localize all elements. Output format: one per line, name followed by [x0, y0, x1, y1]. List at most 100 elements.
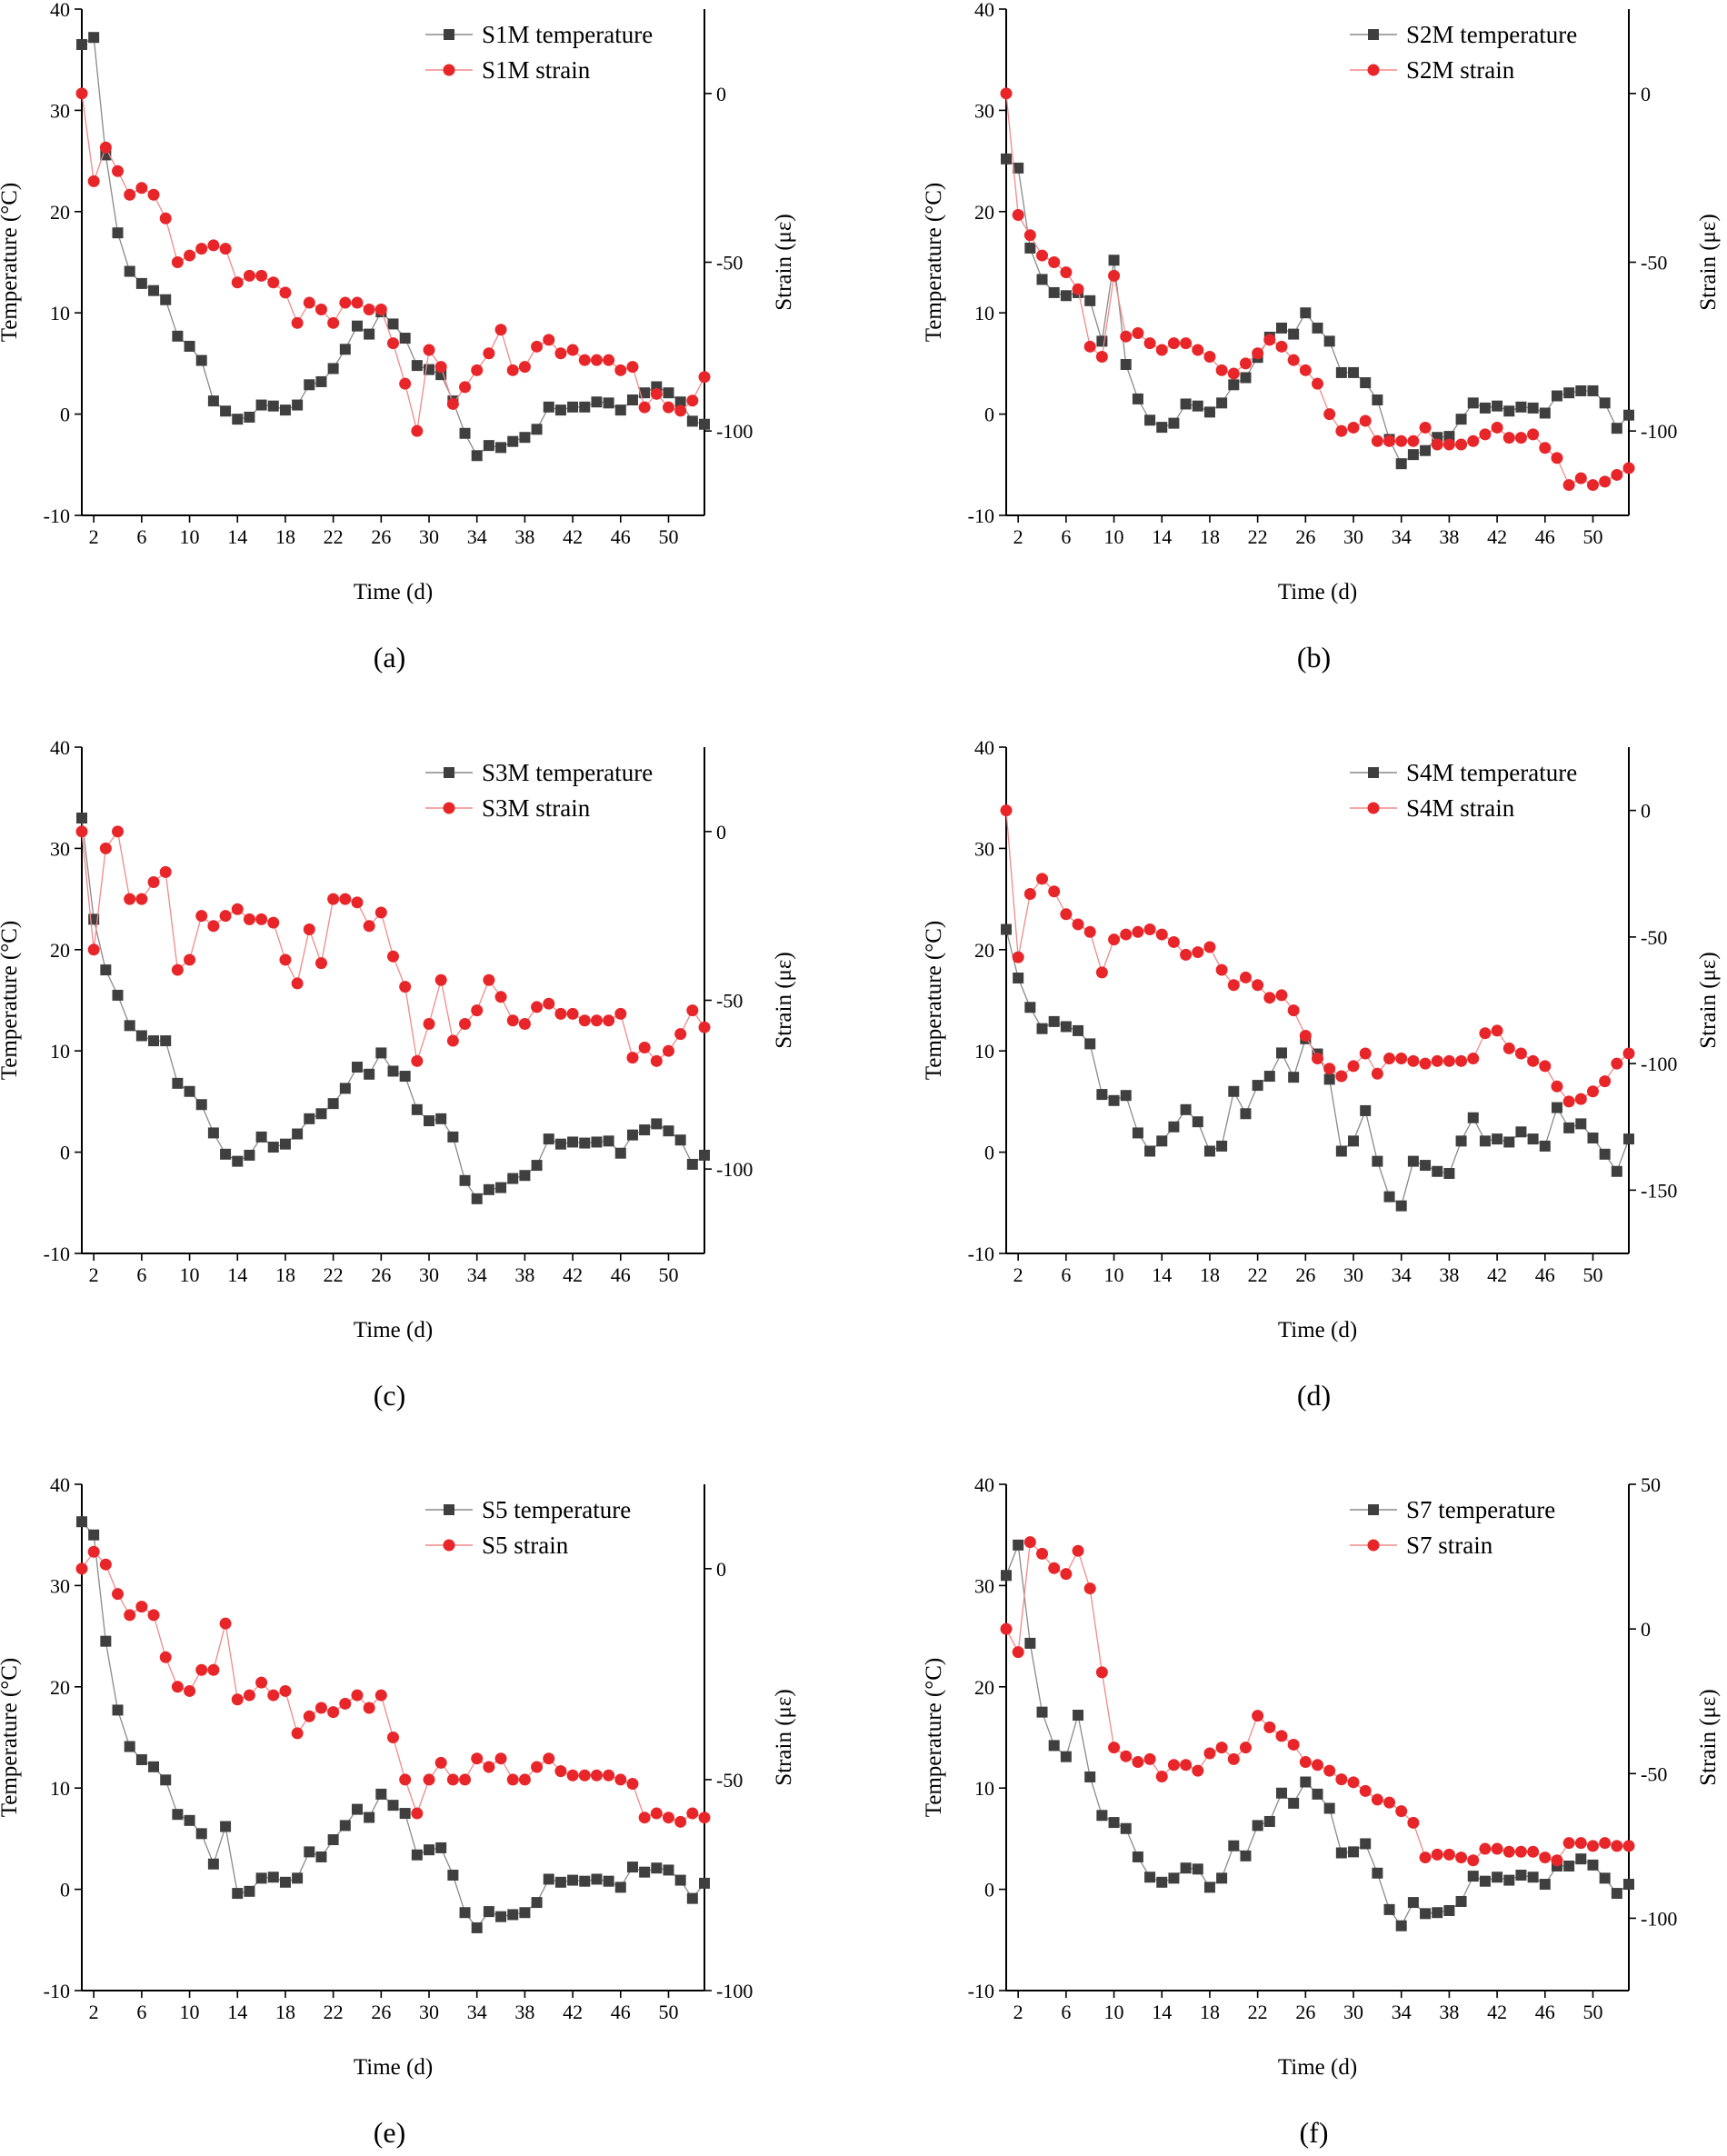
- data-point-circle: [327, 893, 340, 905]
- data-point-circle: [171, 963, 184, 976]
- y-left-tick-label: -10: [44, 1980, 70, 2002]
- panel-label: (a): [374, 641, 406, 674]
- data-point-square: [1084, 1038, 1096, 1050]
- data-point-square: [112, 227, 124, 239]
- data-point-circle: [351, 296, 364, 309]
- data-point-circle: [1132, 1756, 1144, 1769]
- data-point-circle: [314, 303, 327, 315]
- data-point-circle: [531, 1761, 544, 1773]
- data-point-square: [1240, 1108, 1252, 1120]
- data-point-circle: [1299, 364, 1312, 376]
- data-point-circle: [159, 1651, 172, 1663]
- data-point-circle: [124, 188, 136, 201]
- legend-label: S1M strain: [482, 56, 591, 84]
- data-point-circle: [1180, 1759, 1193, 1772]
- data-point-square: [1527, 1133, 1539, 1145]
- x-tick-label: 22: [324, 1263, 344, 1286]
- x-tick-label: 6: [1061, 525, 1071, 548]
- x-tick-label: 42: [563, 525, 583, 548]
- data-point-circle: [363, 303, 375, 315]
- data-point-square: [292, 1128, 304, 1140]
- y-right-axis-title: Strain (με): [1696, 214, 1721, 311]
- x-tick-label: 38: [1439, 525, 1459, 548]
- data-point-square: [160, 294, 172, 305]
- data-point-circle: [1491, 421, 1503, 434]
- y-right-tick-label: 0: [1641, 83, 1651, 105]
- legend-label: S4M strain: [1406, 794, 1515, 822]
- data-point-square: [1108, 1817, 1120, 1829]
- data-point-square: [1467, 397, 1479, 409]
- series-line: [1005, 1544, 1630, 1927]
- data-point-circle: [147, 188, 160, 201]
- data-point-circle: [1167, 337, 1180, 350]
- data-point-square: [1013, 1539, 1024, 1551]
- data-point-square: [1013, 162, 1024, 174]
- data-point-circle: [1622, 1840, 1635, 1852]
- data-point-square: [1300, 307, 1312, 319]
- data-point-square: [327, 363, 339, 374]
- data-point-square: [1492, 1133, 1503, 1145]
- data-point-circle: [1192, 946, 1204, 959]
- data-point-square: [387, 1800, 399, 1812]
- y-left-tick-label: 40: [50, 0, 70, 21]
- data-point-circle: [1395, 434, 1408, 447]
- data-point-circle: [303, 923, 315, 936]
- data-point-circle: [411, 1807, 424, 1820]
- data-point-square: [1503, 1136, 1515, 1148]
- data-point-circle: [1599, 1837, 1612, 1850]
- y-left-axis-title: Temperature (°C): [922, 921, 946, 1081]
- y-left-tick-label: 20: [50, 201, 70, 224]
- data-point-square: [364, 1812, 375, 1823]
- data-point-square: [339, 1820, 351, 1832]
- y-left-axis-title: Temperature (°C): [0, 183, 22, 343]
- data-point-square: [315, 1108, 327, 1120]
- data-point-circle: [1611, 1840, 1623, 1852]
- data-point-circle: [1012, 209, 1024, 222]
- y-right-tick-label: -100: [1641, 420, 1677, 443]
- data-point-circle: [423, 344, 435, 356]
- x-tick-label: 10: [180, 525, 200, 548]
- data-point-circle: [1371, 1793, 1383, 1806]
- data-point-square: [112, 1704, 124, 1716]
- data-point-square: [1539, 407, 1551, 419]
- x-tick-label: 46: [611, 1263, 631, 1286]
- data-point-circle: [374, 1689, 387, 1702]
- data-point-circle: [494, 991, 507, 1003]
- data-point-square: [674, 1874, 686, 1886]
- data-point-square: [1611, 1888, 1622, 1900]
- data-point-circle: [1622, 462, 1635, 474]
- legend-marker-circle: [1367, 1539, 1380, 1552]
- data-point-circle: [590, 1014, 603, 1027]
- data-point-square: [699, 1877, 710, 1889]
- data-point-circle: [243, 913, 255, 925]
- data-point-circle: [1419, 1057, 1432, 1070]
- data-point-circle: [1275, 340, 1288, 353]
- data-point-square: [411, 360, 423, 372]
- data-point-circle: [1551, 452, 1563, 464]
- data-point-square: [220, 1821, 232, 1832]
- data-point-square: [1060, 290, 1072, 302]
- y-right-tick-label: 50: [1641, 1473, 1661, 1496]
- data-point-circle: [434, 973, 447, 986]
- data-point-square: [1203, 1882, 1215, 1893]
- data-point-square: [244, 1885, 255, 1897]
- x-tick-label: 34: [467, 2001, 487, 2023]
- data-point-square: [674, 1134, 686, 1146]
- data-point-square: [424, 1115, 435, 1127]
- data-point-square: [1551, 390, 1562, 402]
- chart-panel-d: 2 6 10 14 18 22 26 30 34 38 42 46 50-10010203040-150…: [922, 736, 1721, 1412]
- data-point-square: [1060, 1751, 1072, 1762]
- data-point-square: [1455, 414, 1467, 425]
- data-point-square: [279, 1138, 291, 1150]
- legend-marker-square: [1368, 767, 1379, 778]
- chart-panel-b: 2 6 10 14 18 22 26 30 34 38 42 46 50-10010203040-100…: [922, 0, 1721, 674]
- data-point-square: [1180, 1103, 1192, 1115]
- x-tick-label: 10: [1104, 525, 1124, 548]
- data-point-circle: [614, 1007, 627, 1020]
- data-point-circle: [99, 141, 112, 154]
- data-point-circle: [1312, 1053, 1323, 1065]
- data-point-square: [1492, 1872, 1503, 1883]
- data-point-circle: [374, 303, 387, 315]
- legend-entry: S2M temperature: [1350, 21, 1577, 48]
- data-point-circle: [314, 957, 327, 970]
